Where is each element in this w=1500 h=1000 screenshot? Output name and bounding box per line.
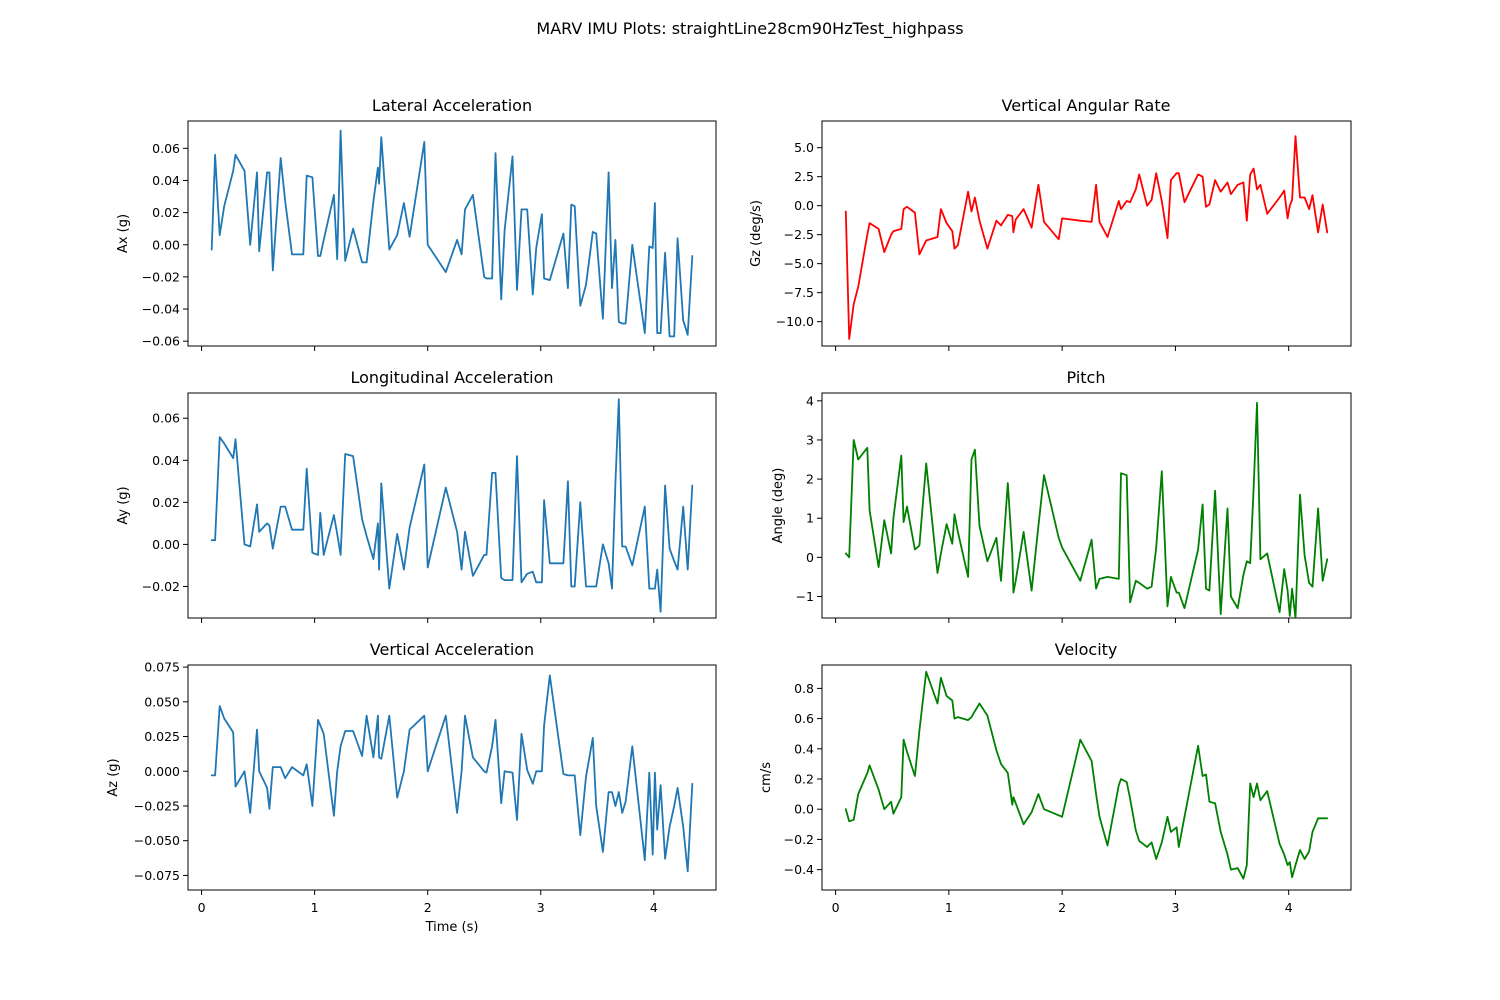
plot-frame [821, 664, 1352, 891]
y-tick-label: 0.000 [144, 764, 180, 779]
y-tick-label: −0.025 [134, 798, 180, 813]
series-marks [844, 135, 1329, 340]
subplot-title: Vertical Acceleration [370, 640, 534, 659]
series-marks [210, 674, 694, 873]
y-tick-label: 0.8 [794, 681, 814, 696]
axis-ticks: −0.06 −0.04 −0.02 0.00 0.02 0.04 0.06 [142, 141, 655, 351]
x-tick-label: 0 [198, 900, 206, 915]
series-line [210, 129, 694, 338]
subplot-title: Velocity [1055, 640, 1118, 659]
subplot-title: Lateral Acceleration [372, 96, 532, 115]
y-tick-label: −7.5 [784, 285, 814, 300]
y-tick-label: 4 [806, 393, 814, 408]
axis-ticks: −0.02 0.00 0.02 0.04 0.06 [142, 411, 655, 623]
y-tick-label: 1 [806, 511, 814, 526]
subplot-lateral-acceleration: Lateral Acceleration Ax (g) −0.06−0.04−0… [116, 96, 717, 351]
x-tick-label: 2 [1058, 900, 1066, 915]
x-tick-label: 3 [537, 900, 545, 915]
series-line [844, 401, 1329, 619]
y-axis-label: Az (g) [106, 758, 121, 796]
y-tick-label: −0.4 [784, 862, 814, 877]
y-tick-label: 0.6 [794, 711, 814, 726]
y-tick-label: 2 [806, 472, 814, 487]
y-axis-label: Gz (deg/s) [749, 200, 764, 267]
y-axis-label: Angle (deg) [771, 468, 786, 544]
plot-frame [821, 120, 1352, 347]
x-tick-label: 3 [1171, 900, 1179, 915]
plot-frame [187, 120, 717, 347]
y-tick-label: 0.050 [144, 694, 180, 709]
subplot-title: Pitch [1067, 368, 1106, 387]
axis-ticks: −0.075 −0.050 −0.025 0.000 0.025 0.050 0.075 0 1… [134, 660, 658, 915]
x-tick-label: 2 [424, 900, 432, 915]
plot-frame [821, 392, 1352, 619]
y-tick-label: −0.02 [142, 579, 180, 594]
y-tick-label: −0.04 [142, 302, 180, 317]
y-tick-label: 0.4 [794, 741, 814, 756]
subplot-pitch: Pitch Angle (deg) −1 0 1 2 3 4 [771, 368, 1352, 623]
y-axis-label: Ax (g) [116, 214, 131, 253]
x-tick-label: 4 [650, 900, 658, 915]
y-tick-label: 0.00 [152, 237, 180, 252]
series-line [844, 135, 1329, 340]
y-tick-label: −10.0 [776, 314, 814, 329]
y-tick-label: 0.04 [152, 453, 180, 468]
y-tick-label: −5.0 [784, 256, 814, 271]
y-tick-label: 0.025 [144, 729, 180, 744]
axis-ticks: −1 0 1 2 3 4 [796, 393, 1290, 623]
y-tick-label: −0.06 [142, 334, 180, 349]
y-axis-label: cm/s [759, 762, 774, 793]
y-tick-label: −0.02 [142, 269, 180, 284]
y-tick-label: 0.2 [794, 772, 814, 787]
series-marks [844, 401, 1329, 619]
y-tick-label: 0.06 [152, 411, 180, 426]
plot-frame [187, 392, 717, 619]
subplot-vertical-acceleration: Vertical Acceleration Az (g) Time (s) −0… [106, 640, 717, 935]
x-tick-label: 1 [945, 900, 953, 915]
y-tick-label: 0.06 [152, 141, 180, 156]
subplot-vertical-angular-rate: Vertical Angular Rate Gz (deg/s) −10.0 −7… [749, 96, 1352, 351]
y-tick-label: 2.5 [794, 169, 814, 184]
x-tick-label: 4 [1285, 900, 1293, 915]
y-tick-label: 3 [806, 432, 814, 447]
x-tick-label: 1 [311, 900, 319, 915]
y-tick-label: −2.5 [784, 227, 814, 242]
subplot-title: Vertical Angular Rate [1002, 96, 1171, 115]
axis-ticks: −0.4 −0.2 0.0 0.2 0.4 0.6 0.8 0 1 2 3 4 [784, 681, 1293, 915]
y-tick-label: −0.050 [134, 833, 180, 848]
y-tick-label: 0.00 [152, 537, 180, 552]
y-tick-label: 0.04 [152, 173, 180, 188]
y-tick-label: 5.0 [794, 140, 814, 155]
series-marks [844, 670, 1329, 880]
series-line [844, 670, 1329, 880]
series-marks [210, 398, 694, 613]
axis-ticks: −10.0 −7.5 −5.0 −2.5 0.0 2.5 5.0 [776, 140, 1290, 351]
y-tick-label: 0.02 [152, 495, 180, 510]
y-tick-label: 0 [806, 550, 814, 565]
plot-frame [187, 664, 717, 891]
series-line [210, 674, 694, 873]
y-tick-label: −1 [796, 589, 814, 604]
y-tick-label: 0.0 [794, 198, 814, 213]
y-tick-label: −0.2 [784, 832, 814, 847]
figure-suptitle: MARV IMU Plots: straightLine28cm90HzTest… [536, 19, 963, 39]
y-tick-label: 0.075 [144, 660, 180, 675]
x-tick-label: 0 [832, 900, 840, 915]
series-line [210, 398, 694, 613]
subplot-title: Longitudinal Acceleration [350, 368, 553, 387]
y-axis-label: Ay (g) [116, 486, 131, 524]
y-tick-label: 0.0 [794, 802, 814, 817]
y-tick-label: −0.075 [134, 868, 180, 883]
y-tick-label: 0.02 [152, 205, 180, 220]
series-marks [210, 129, 694, 338]
x-axis-label: Time (s) [425, 920, 479, 935]
subplot-longitudinal-acceleration: Longitudinal Acceleration Ay (g) −0.02 0.… [116, 368, 717, 623]
subplot-velocity: Velocity cm/s −0.4 −0.2 0.0 0.2 0.4 0.6 0.8 0 1 2… [759, 640, 1352, 915]
